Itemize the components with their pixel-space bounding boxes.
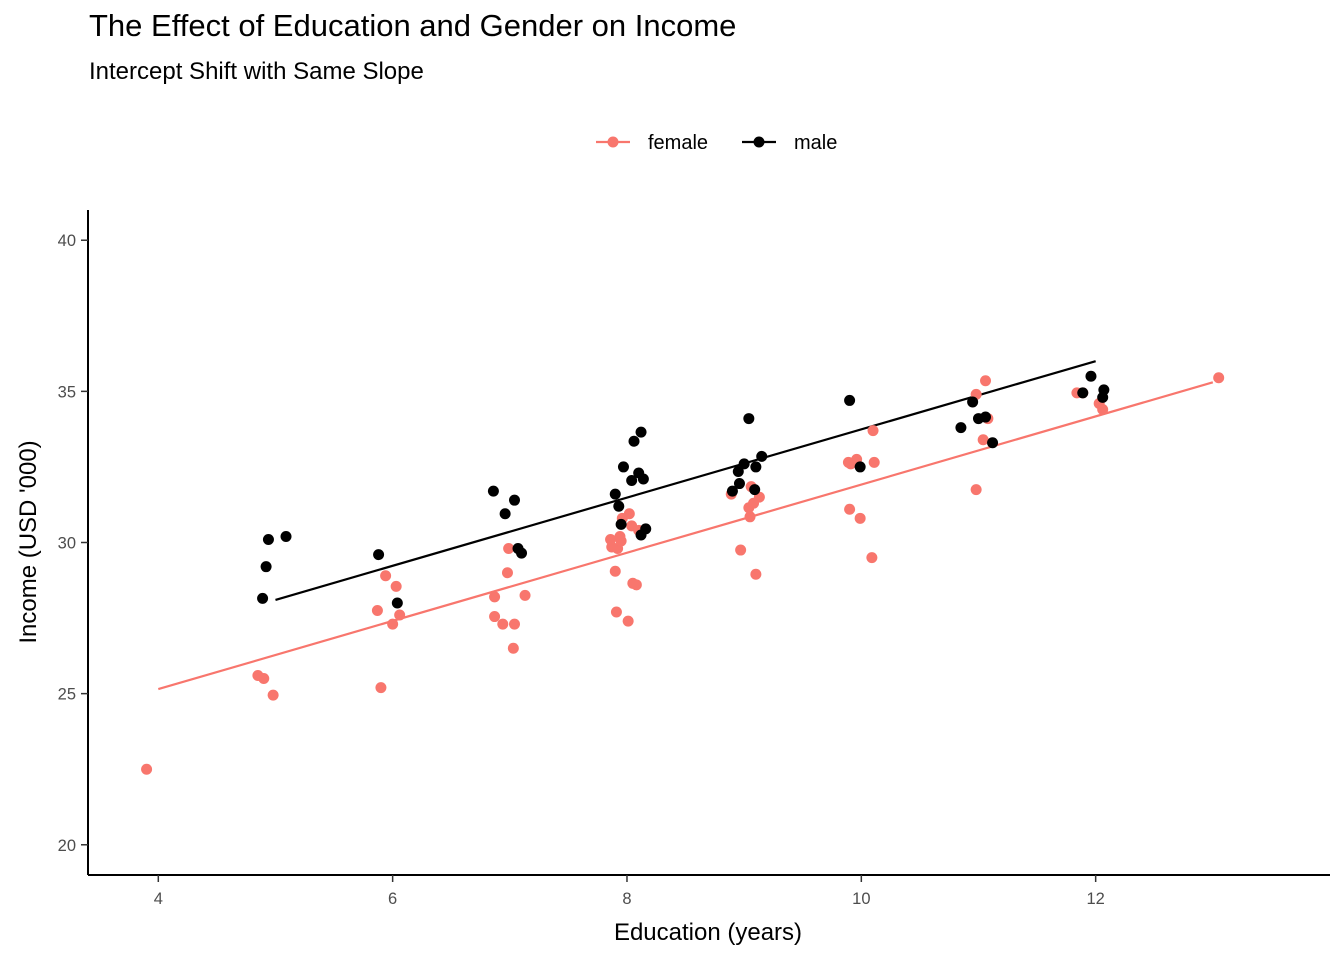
point-female xyxy=(844,503,856,515)
point-female xyxy=(615,535,627,547)
fit-line-male xyxy=(275,360,1096,601)
point-female xyxy=(866,552,878,564)
point-male xyxy=(487,485,499,497)
point-male xyxy=(1077,387,1089,399)
point-female xyxy=(387,618,399,630)
point-female xyxy=(735,544,747,556)
point-male xyxy=(987,437,999,449)
point-female xyxy=(371,605,383,617)
point-female xyxy=(507,642,519,654)
point-male xyxy=(499,508,511,520)
point-female xyxy=(970,484,982,496)
point-male xyxy=(260,561,272,573)
point-male xyxy=(1085,370,1097,382)
point-male xyxy=(743,413,755,425)
point-male xyxy=(373,549,385,561)
x-axis-title: Education (years) xyxy=(614,919,802,946)
point-male xyxy=(749,484,761,496)
point-female xyxy=(980,375,992,387)
legend-label-male: male xyxy=(794,132,837,154)
y-tick-label: 20 xyxy=(58,837,76,855)
point-female xyxy=(258,673,270,685)
point-male xyxy=(726,485,738,497)
x-tick-label: 12 xyxy=(1086,890,1104,908)
y-tick-label: 40 xyxy=(58,232,76,250)
point-female xyxy=(610,606,622,618)
point-male xyxy=(617,461,629,473)
point-male xyxy=(626,475,638,487)
point-male xyxy=(756,450,768,462)
point-female xyxy=(394,609,406,621)
legend-label-female: female xyxy=(648,132,708,154)
point-female xyxy=(977,434,989,446)
point-female xyxy=(854,512,866,524)
point-male xyxy=(391,597,403,609)
point-female xyxy=(867,425,879,437)
point-male xyxy=(955,422,967,434)
y-tick-label: 30 xyxy=(58,535,76,553)
point-female xyxy=(623,508,635,520)
point-female xyxy=(503,543,515,555)
point-male xyxy=(640,523,652,535)
point-female xyxy=(390,580,402,592)
point-male xyxy=(980,411,992,423)
x-tick-label: 8 xyxy=(622,890,631,908)
point-male xyxy=(854,461,866,473)
axes: 4 6 8 10 12 20 25 30 35 40 xyxy=(58,210,1330,908)
point-female xyxy=(1213,372,1225,384)
data-points xyxy=(141,370,1225,775)
point-female xyxy=(744,511,756,523)
y-axis-title: Income (USD '000) xyxy=(15,440,42,643)
x-tick-label: 10 xyxy=(852,890,870,908)
chart-title: The Effect of Education and Gender on In… xyxy=(89,8,737,43)
point-male xyxy=(750,461,762,473)
x-tick-label: 6 xyxy=(388,890,397,908)
point-female xyxy=(267,689,279,701)
point-female xyxy=(1097,404,1109,415)
chart-subtitle: Intercept Shift with Same Slope xyxy=(89,58,424,85)
point-male xyxy=(628,435,640,447)
point-male xyxy=(615,518,627,530)
point-male xyxy=(967,396,979,408)
point-female xyxy=(609,565,621,577)
point-male xyxy=(613,500,625,512)
y-tick-label: 35 xyxy=(58,383,76,401)
point-female xyxy=(489,591,501,603)
point-female xyxy=(622,615,634,627)
point-female xyxy=(489,611,501,623)
point-male xyxy=(1098,384,1110,396)
point-female xyxy=(750,568,762,580)
point-female xyxy=(375,682,387,694)
point-male xyxy=(516,547,528,559)
point-male xyxy=(738,458,750,470)
point-female xyxy=(380,570,392,582)
point-male xyxy=(508,494,520,506)
fit-lines xyxy=(157,360,1214,691)
point-male xyxy=(257,592,269,604)
point-female xyxy=(508,618,520,630)
point-female xyxy=(497,618,509,630)
legend-marker-male xyxy=(753,136,765,148)
point-female xyxy=(519,589,531,601)
point-male xyxy=(280,530,292,542)
point-female xyxy=(630,579,642,591)
fit-line-female xyxy=(157,381,1214,691)
y-tick-label: 25 xyxy=(58,686,76,704)
point-female xyxy=(501,567,513,579)
point-male xyxy=(637,473,649,485)
legend-marker-female xyxy=(607,136,619,148)
point-female xyxy=(141,763,153,775)
point-male xyxy=(635,426,647,438)
point-male xyxy=(844,394,856,406)
point-male xyxy=(262,533,274,545)
point-male xyxy=(609,488,621,500)
legend: female male xyxy=(596,132,837,154)
point-male xyxy=(732,465,744,477)
point-male xyxy=(733,478,745,490)
point-female xyxy=(868,456,880,468)
x-tick-label: 4 xyxy=(154,890,163,908)
